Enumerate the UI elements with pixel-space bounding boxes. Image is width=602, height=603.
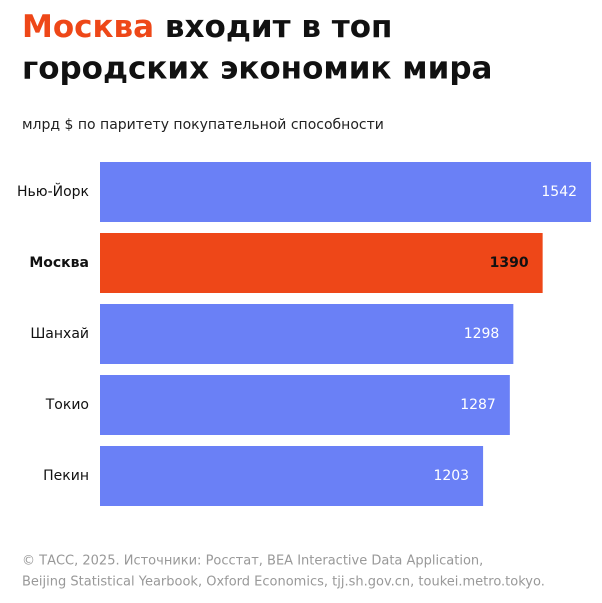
chart-title: Москва входит в топ (22, 9, 392, 45)
y-tick-label: Нью-Йорк (17, 182, 89, 200)
value-label: 1390 (490, 255, 529, 271)
value-label: 1298 (464, 326, 500, 342)
footnote: © ТАСС, 2025. Источники: Росстат, BEA In… (22, 554, 483, 569)
title-accent: Москва (22, 9, 154, 45)
bar (100, 446, 484, 506)
y-tick-label: Токио (45, 397, 89, 413)
bar (100, 375, 510, 435)
bar (100, 233, 543, 293)
value-label: 1203 (433, 468, 469, 484)
value-label: 1287 (460, 397, 496, 413)
value-label: 1542 (541, 184, 577, 200)
title-line: городских экономик мира (22, 51, 492, 87)
subtitle: млрд $ по паритету покупательной способн… (22, 117, 384, 133)
bar (100, 162, 592, 222)
title-line: входит в топ (165, 9, 393, 45)
bar (100, 304, 514, 364)
y-tick-label: Пекин (43, 468, 89, 484)
footnote: Beijing Statistical Yearbook, Oxford Eco… (22, 575, 545, 590)
y-tick-label: Шанхай (30, 326, 89, 342)
y-tick-label: Москва (29, 255, 89, 271)
